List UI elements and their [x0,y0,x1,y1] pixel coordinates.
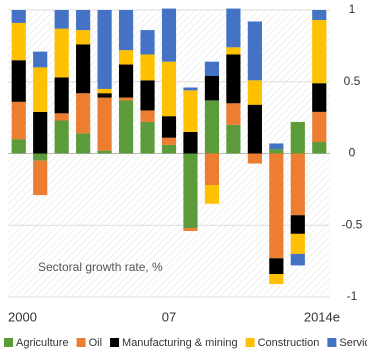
x-tick-label: 2000 [8,309,37,324]
legend-label: Oil [89,337,102,349]
bar-segment [97,97,112,151]
bar-segment [183,90,198,132]
bar-segment [11,22,26,61]
bar-segment [118,97,134,101]
y-tick-label: -0.5 [342,217,363,231]
bar-segment [76,30,91,45]
bar-segment [97,88,112,94]
bar-segment [33,67,48,112]
bar-segment [33,111,48,154]
bar-segment [269,274,284,285]
legend-swatch [76,338,86,347]
bar-segment [269,258,284,275]
bar-segment [183,228,198,231]
bar-segment [140,80,155,111]
y-tick-label: 0.5 [344,74,361,88]
bar-segment [183,153,198,229]
bar-segment [183,87,198,91]
bar-segment [140,110,155,122]
y-tick-label: 1 [349,2,356,16]
legend-label: Manufacturing & mining [122,337,238,349]
bar-segment [76,133,91,154]
bar-segment [54,120,69,154]
bar-segment [161,61,177,117]
bar-segment [247,21,262,81]
bar-segment [161,8,177,62]
bar-segment [183,131,198,154]
bar-segment [161,137,177,145]
bar-segment [247,153,262,164]
legend-swatch [4,338,13,347]
y-tick-label: 0 [349,146,356,160]
y-tick-label: -1 [347,289,358,303]
bar-segment [161,144,177,154]
bar-segment [140,54,155,81]
bar-segment [11,101,26,140]
bar-segment [226,103,241,125]
annotation: Sectoral growth rate, % [38,260,163,274]
bar-segment [118,64,134,98]
bar-segment [97,10,112,89]
bar-segment [290,121,305,154]
bar-segment [290,253,305,266]
bar-segment [226,124,241,154]
x-tick-label: 07 [162,309,176,324]
bar-segment [226,54,241,104]
legend-label: Services [339,337,367,349]
bar-segment [11,10,26,23]
bar-segment [290,153,305,216]
bar-segment [269,149,284,154]
bar-segment [247,80,262,105]
bar-segment [54,77,69,114]
bar-segment [76,93,91,134]
bar-segment [33,51,48,68]
bar-segment [118,50,134,65]
bar-segment [269,153,284,259]
bar-segment [33,153,48,161]
bar-segment [226,47,241,55]
legend-swatch [327,338,337,347]
bar-segment [204,100,220,154]
bar-segment [33,160,48,196]
legend-swatch [110,338,120,347]
bar-segment [161,116,177,138]
legend-label: Construction [258,337,320,349]
bar-segment [97,150,112,154]
x-tick-label: 2014e [304,309,340,324]
bar-segment [11,60,26,102]
bar-segment [269,143,284,150]
bar-segment [97,93,112,98]
legend-swatch [245,338,255,347]
bar-segment [312,83,327,112]
bar-segment [204,76,220,101]
bar-segment [76,10,91,31]
bar-segment [118,10,134,51]
bar-segment [290,215,305,234]
bar-segment [76,44,91,94]
bar-segment [204,61,220,77]
bar-segment [140,30,155,55]
bar-segment [312,142,327,154]
bar-segment [54,10,69,29]
bar-segment [312,111,327,143]
bar-segment [247,104,262,154]
legend-label: Agriculture [16,337,69,349]
bar-segment [204,185,220,204]
bar-segment [54,28,69,78]
bar-segment [290,233,305,254]
bar-segment [11,139,26,154]
bar-segment [312,20,327,84]
bar-segment [140,121,155,154]
bar-segment [118,100,134,154]
bar-segment [312,10,327,21]
bar-segment [54,113,69,121]
bar-segment [226,8,241,48]
bar-segment [204,153,220,186]
